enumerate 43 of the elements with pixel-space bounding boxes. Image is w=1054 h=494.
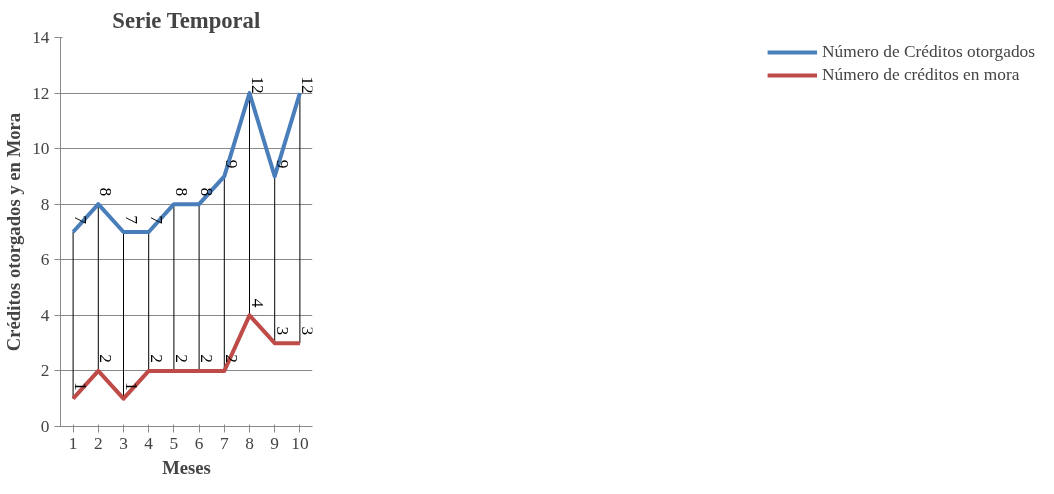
data-label: 9 xyxy=(272,159,292,169)
y-tick-label: 8 xyxy=(40,194,50,214)
x-tick-label: 9 xyxy=(270,433,280,453)
x-tick-label: 1 xyxy=(68,433,78,453)
data-label: 2 xyxy=(146,354,166,363)
data-label: 9 xyxy=(222,159,242,169)
data-label: 8 xyxy=(197,187,217,197)
data-label: 4 xyxy=(247,298,267,308)
y-tick-label: 2 xyxy=(40,361,50,381)
y-tick-label: 4 xyxy=(40,305,50,325)
data-label: 2 xyxy=(222,354,242,363)
y-tick-label: 10 xyxy=(32,139,50,159)
x-tick-label: 8 xyxy=(245,433,254,453)
legend-label: Número de Créditos otorgados xyxy=(822,42,1035,62)
data-label: 1 xyxy=(121,382,141,391)
y-tick-label: 14 xyxy=(32,28,50,47)
x-tick-label: 5 xyxy=(169,433,179,453)
x-axis-title: Meses xyxy=(162,456,211,478)
x-tick-label: 10 xyxy=(291,433,309,453)
legend-label: Número de créditos en mora xyxy=(822,65,1020,85)
data-label: 8 xyxy=(171,187,191,197)
data-label: 7 xyxy=(121,215,141,225)
data-label: 12 xyxy=(247,76,267,94)
y-axis-title: Créditos otorgados y en Mora xyxy=(3,112,25,352)
data-label: 2 xyxy=(171,354,191,363)
data-label: 1 xyxy=(71,382,91,391)
x-tick-label: 2 xyxy=(93,433,103,453)
data-label: 3 xyxy=(297,326,317,336)
data-label: 7 xyxy=(146,215,166,225)
data-label: 8 xyxy=(96,187,116,197)
y-tick-label: 0 xyxy=(40,417,50,436)
x-tick-label: 4 xyxy=(144,433,154,453)
data-label: 12 xyxy=(297,76,317,94)
data-label: 2 xyxy=(96,354,116,363)
y-tick-label: 6 xyxy=(40,250,50,270)
data-label: 7 xyxy=(71,215,91,225)
data-label: 2 xyxy=(197,354,217,363)
data-label: 3 xyxy=(272,326,292,336)
y-tick-label: 12 xyxy=(32,83,50,103)
x-tick-label: 3 xyxy=(119,433,128,453)
chart-title: Serie Temporal xyxy=(112,7,261,33)
x-tick-label: 7 xyxy=(219,433,229,453)
x-tick-label: 6 xyxy=(194,433,204,453)
